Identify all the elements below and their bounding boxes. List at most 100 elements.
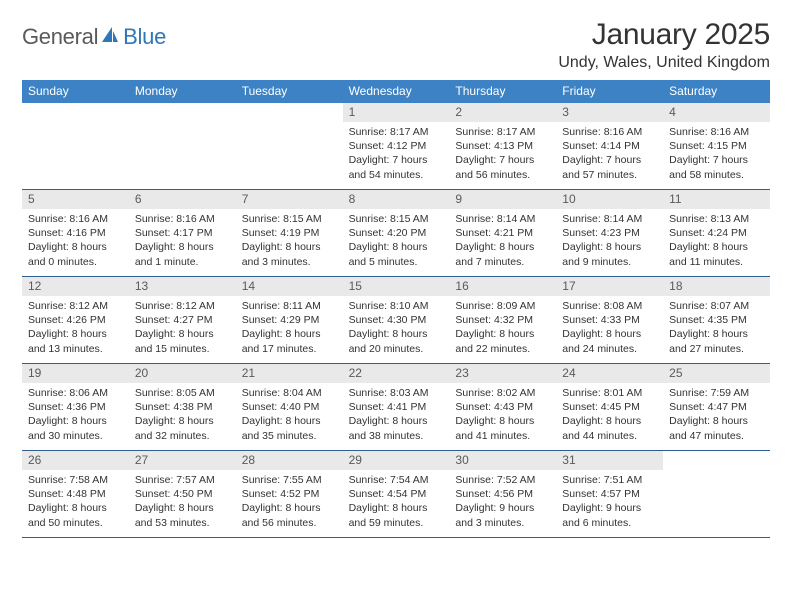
day-body: Sunrise: 8:12 AMSunset: 4:27 PMDaylight:…	[129, 296, 236, 360]
day-number: 9	[449, 190, 556, 209]
daylight-line-1: Daylight: 8 hours	[455, 414, 550, 428]
sunset-line: Sunset: 4:40 PM	[242, 400, 337, 414]
calendar: Sunday Monday Tuesday Wednesday Thursday…	[22, 80, 770, 538]
day-body: Sunrise: 7:54 AMSunset: 4:54 PMDaylight:…	[343, 470, 450, 534]
daylight-line-2: and 57 minutes.	[562, 168, 657, 182]
week-row: ...1Sunrise: 8:17 AMSunset: 4:12 PMDayli…	[22, 103, 770, 190]
daylight-line-1: Daylight: 8 hours	[669, 327, 764, 341]
day-number: 28	[236, 451, 343, 470]
sunset-line: Sunset: 4:32 PM	[455, 313, 550, 327]
day-number: 27	[129, 451, 236, 470]
day-number: 21	[236, 364, 343, 383]
sunset-line: Sunset: 4:16 PM	[28, 226, 123, 240]
daylight-line-2: and 17 minutes.	[242, 342, 337, 356]
day-number: 2	[449, 103, 556, 122]
sunrise-line: Sunrise: 8:16 AM	[562, 125, 657, 139]
sunrise-line: Sunrise: 7:58 AM	[28, 473, 123, 487]
day-cell: 18Sunrise: 8:07 AMSunset: 4:35 PMDayligh…	[663, 277, 770, 363]
daylight-line-1: Daylight: 8 hours	[242, 501, 337, 515]
sunset-line: Sunset: 4:48 PM	[28, 487, 123, 501]
daylight-line-2: and 6 minutes.	[562, 516, 657, 530]
day-cell: 1Sunrise: 8:17 AMSunset: 4:12 PMDaylight…	[343, 103, 450, 189]
day-body: Sunrise: 8:02 AMSunset: 4:43 PMDaylight:…	[449, 383, 556, 447]
day-cell: 13Sunrise: 8:12 AMSunset: 4:27 PMDayligh…	[129, 277, 236, 363]
day-cell: 10Sunrise: 8:14 AMSunset: 4:23 PMDayligh…	[556, 190, 663, 276]
daylight-line-1: Daylight: 8 hours	[349, 414, 444, 428]
title-block: January 2025 Undy, Wales, United Kingdom	[558, 18, 770, 72]
day-number: 4	[663, 103, 770, 122]
day-number: 20	[129, 364, 236, 383]
sunrise-line: Sunrise: 8:12 AM	[135, 299, 230, 313]
day-cell: 29Sunrise: 7:54 AMSunset: 4:54 PMDayligh…	[343, 451, 450, 537]
daylight-line-2: and 59 minutes.	[349, 516, 444, 530]
day-cell: .	[129, 103, 236, 189]
day-body: Sunrise: 8:16 AMSunset: 4:16 PMDaylight:…	[22, 209, 129, 273]
day-cell: 4Sunrise: 8:16 AMSunset: 4:15 PMDaylight…	[663, 103, 770, 189]
day-cell: 2Sunrise: 8:17 AMSunset: 4:13 PMDaylight…	[449, 103, 556, 189]
daylight-line-1: Daylight: 8 hours	[242, 414, 337, 428]
sunrise-line: Sunrise: 8:17 AM	[455, 125, 550, 139]
daylight-line-2: and 35 minutes.	[242, 429, 337, 443]
day-number: 18	[663, 277, 770, 296]
sunrise-line: Sunrise: 8:09 AM	[455, 299, 550, 313]
sunset-line: Sunset: 4:41 PM	[349, 400, 444, 414]
logo-text-blue: Blue	[123, 24, 166, 50]
daylight-line-2: and 27 minutes.	[669, 342, 764, 356]
day-number: 15	[343, 277, 450, 296]
daylight-line-1: Daylight: 8 hours	[349, 501, 444, 515]
daylight-line-1: Daylight: 9 hours	[455, 501, 550, 515]
day-body: Sunrise: 7:57 AMSunset: 4:50 PMDaylight:…	[129, 470, 236, 534]
sunrise-line: Sunrise: 7:54 AM	[349, 473, 444, 487]
daylight-line-2: and 3 minutes.	[242, 255, 337, 269]
daylight-line-1: Daylight: 8 hours	[455, 240, 550, 254]
daylight-line-1: Daylight: 8 hours	[28, 501, 123, 515]
day-number: 29	[343, 451, 450, 470]
daylight-line-1: Daylight: 8 hours	[135, 327, 230, 341]
daylight-line-2: and 5 minutes.	[349, 255, 444, 269]
weekday-saturday: Saturday	[663, 80, 770, 103]
sunset-line: Sunset: 4:36 PM	[28, 400, 123, 414]
day-cell: 28Sunrise: 7:55 AMSunset: 4:52 PMDayligh…	[236, 451, 343, 537]
day-number: 14	[236, 277, 343, 296]
daylight-line-1: Daylight: 8 hours	[562, 414, 657, 428]
sunrise-line: Sunrise: 8:03 AM	[349, 386, 444, 400]
weeks-container: ...1Sunrise: 8:17 AMSunset: 4:12 PMDayli…	[22, 103, 770, 538]
calendar-page: General Blue January 2025 Undy, Wales, U…	[0, 0, 792, 542]
day-body: Sunrise: 7:59 AMSunset: 4:47 PMDaylight:…	[663, 383, 770, 447]
sunrise-line: Sunrise: 8:11 AM	[242, 299, 337, 313]
day-body: Sunrise: 8:04 AMSunset: 4:40 PMDaylight:…	[236, 383, 343, 447]
sunrise-line: Sunrise: 8:15 AM	[349, 212, 444, 226]
day-number: 11	[663, 190, 770, 209]
day-cell: 6Sunrise: 8:16 AMSunset: 4:17 PMDaylight…	[129, 190, 236, 276]
sunrise-line: Sunrise: 7:51 AM	[562, 473, 657, 487]
location: Undy, Wales, United Kingdom	[558, 54, 770, 72]
week-row: 19Sunrise: 8:06 AMSunset: 4:36 PMDayligh…	[22, 364, 770, 451]
day-number: 17	[556, 277, 663, 296]
daylight-line-2: and 47 minutes.	[669, 429, 764, 443]
sunset-line: Sunset: 4:30 PM	[349, 313, 444, 327]
sunrise-line: Sunrise: 8:08 AM	[562, 299, 657, 313]
daylight-line-1: Daylight: 8 hours	[669, 240, 764, 254]
daylight-line-2: and 38 minutes.	[349, 429, 444, 443]
weekday-sunday: Sunday	[22, 80, 129, 103]
day-number: 1	[343, 103, 450, 122]
daylight-line-1: Daylight: 8 hours	[349, 240, 444, 254]
sunset-line: Sunset: 4:20 PM	[349, 226, 444, 240]
daylight-line-1: Daylight: 8 hours	[562, 240, 657, 254]
daylight-line-1: Daylight: 8 hours	[562, 327, 657, 341]
sunset-line: Sunset: 4:47 PM	[669, 400, 764, 414]
sunrise-line: Sunrise: 8:06 AM	[28, 386, 123, 400]
day-body: Sunrise: 8:14 AMSunset: 4:21 PMDaylight:…	[449, 209, 556, 273]
daylight-line-2: and 20 minutes.	[349, 342, 444, 356]
sunset-line: Sunset: 4:17 PM	[135, 226, 230, 240]
sunset-line: Sunset: 4:13 PM	[455, 139, 550, 153]
day-cell: 24Sunrise: 8:01 AMSunset: 4:45 PMDayligh…	[556, 364, 663, 450]
day-cell: 5Sunrise: 8:16 AMSunset: 4:16 PMDaylight…	[22, 190, 129, 276]
day-body: Sunrise: 8:13 AMSunset: 4:24 PMDaylight:…	[663, 209, 770, 273]
day-cell: 11Sunrise: 8:13 AMSunset: 4:24 PMDayligh…	[663, 190, 770, 276]
daylight-line-2: and 32 minutes.	[135, 429, 230, 443]
sunset-line: Sunset: 4:52 PM	[242, 487, 337, 501]
sunset-line: Sunset: 4:15 PM	[669, 139, 764, 153]
sunrise-line: Sunrise: 8:10 AM	[349, 299, 444, 313]
sunrise-line: Sunrise: 8:14 AM	[562, 212, 657, 226]
